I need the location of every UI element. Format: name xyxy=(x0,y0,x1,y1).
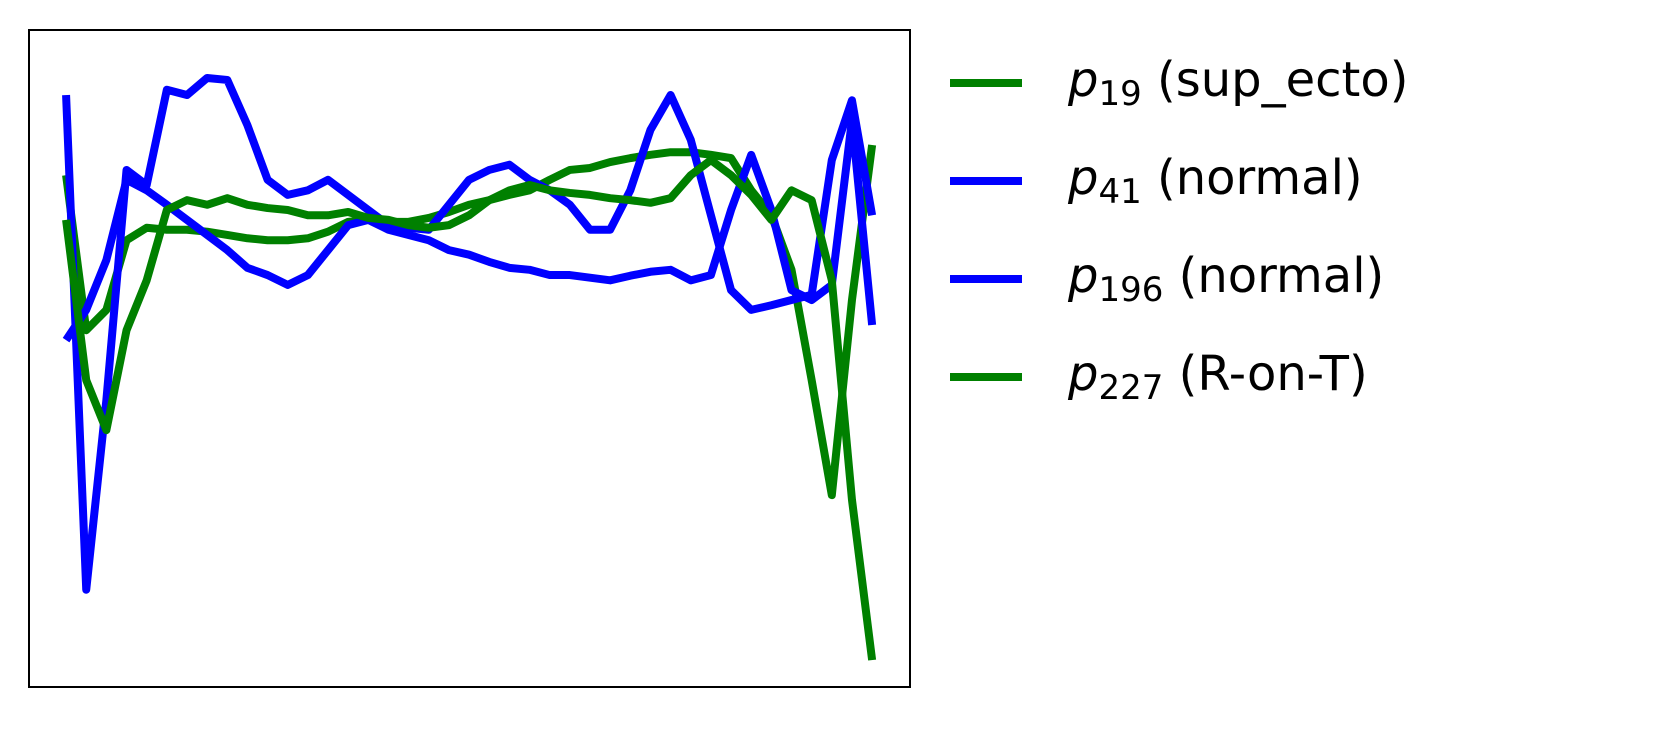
series-line xyxy=(62,156,877,661)
legend-subscript: 19 xyxy=(1098,74,1141,114)
legend-symbol: p xyxy=(1067,248,1098,304)
legend-subscript: 41 xyxy=(1098,172,1141,212)
series-line xyxy=(62,73,877,594)
legend-label: p227 (R-on-T) xyxy=(1067,346,1368,408)
legend-symbol: p xyxy=(1067,150,1098,206)
plot-frame xyxy=(28,29,911,688)
legend-rest: (R-on-T) xyxy=(1163,346,1367,402)
legend-rest: (sup_ecto) xyxy=(1142,52,1409,108)
legend-label: p41 (normal) xyxy=(1067,150,1363,212)
legend-rest: (normal) xyxy=(1142,150,1363,206)
legend-subscript: 196 xyxy=(1098,270,1163,310)
legend-subscript: 227 xyxy=(1098,368,1163,408)
legend-symbol: p xyxy=(1067,346,1098,402)
legend-label: p196 (normal) xyxy=(1067,248,1384,310)
legend-label: p19 (sup_ecto) xyxy=(1067,52,1408,114)
series-line xyxy=(62,116,877,343)
legend-rest: (normal) xyxy=(1163,248,1384,304)
legend-symbol: p xyxy=(1067,52,1098,108)
